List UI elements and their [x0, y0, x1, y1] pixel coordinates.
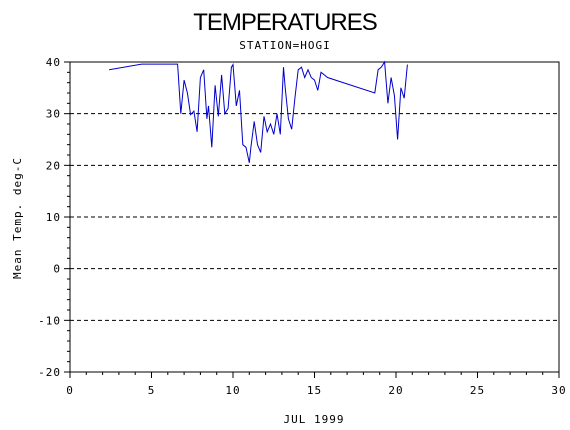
- series-line: [109, 60, 408, 163]
- x-axis-ticks: 0 5 10 15 20 25 30: [66, 372, 566, 397]
- x-tick-label: 20: [388, 384, 403, 397]
- x-tick-label: 0: [66, 384, 74, 397]
- x-tick-label: 30: [551, 384, 566, 397]
- y-tick-label: 40: [46, 56, 61, 69]
- gridlines: [70, 61, 559, 373]
- chart-title: TEMPERATURES: [193, 9, 377, 36]
- y-tick-label: 20: [46, 159, 61, 172]
- y-axis-ticks: -20 -10 0 10 20 30 40: [38, 56, 70, 379]
- y-tick-label: -10: [38, 314, 61, 327]
- x-tick-label: 25: [470, 384, 485, 397]
- x-tick-label: 10: [225, 384, 240, 397]
- y-tick-label: 10: [46, 211, 61, 224]
- y-axis-label: Mean Temp. deg-C: [11, 157, 24, 279]
- y-tick-label: 0: [53, 263, 61, 276]
- y-tick-label: -20: [38, 366, 61, 379]
- x-tick-label: 15: [307, 384, 322, 397]
- chart-subtitle: STATION=HOGI: [239, 39, 330, 52]
- x-tick-label: 5: [148, 384, 156, 397]
- y-tick-label: 30: [46, 108, 61, 121]
- x-axis-label: JUL 1999: [284, 413, 345, 426]
